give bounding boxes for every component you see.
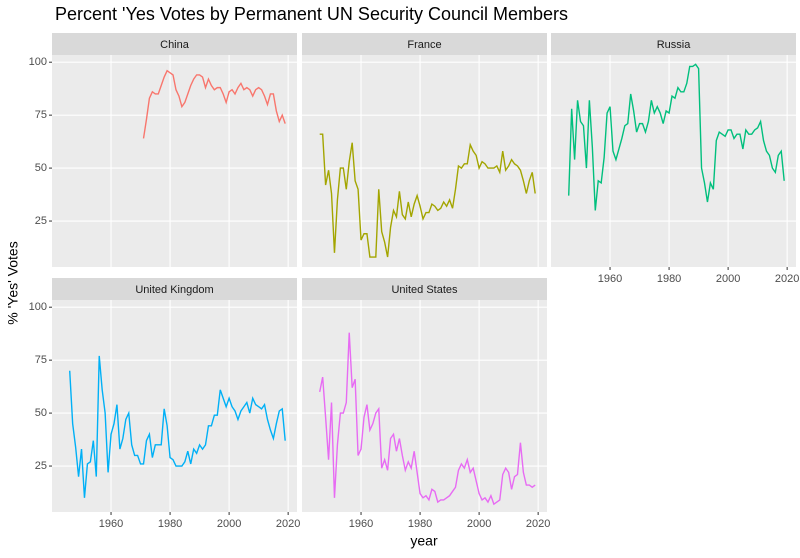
series-line (568, 63, 785, 211)
strip-label: United Kingdom (135, 284, 213, 296)
y-tick-label: 25 (35, 460, 47, 472)
x-tick-label: 1960 (349, 518, 373, 530)
x-tick-label: 1980 (158, 518, 182, 530)
x-tick-label: 1960 (99, 518, 123, 530)
strip (52, 278, 297, 300)
x-tick-label: 1960 (598, 273, 622, 285)
strip (52, 33, 297, 55)
x-tick-label: 1980 (408, 518, 432, 530)
y-axis-label: % 'Yes' Votes (5, 241, 21, 324)
x-axis-label: year (410, 533, 438, 549)
strip (302, 33, 547, 55)
x-tick-label: 2020 (526, 518, 550, 530)
strip (551, 33, 796, 55)
strip-label: Russia (657, 39, 692, 51)
chart-title: Percent 'Yes Votes by Permanent UN Secur… (55, 4, 568, 24)
x-tick-label: 2020 (276, 518, 300, 530)
series-line (319, 332, 536, 506)
y-tick-label: 100 (29, 301, 47, 313)
y-tick-label: 75 (35, 109, 47, 121)
y-tick-label: 50 (35, 407, 47, 419)
x-tick-label: 2020 (775, 273, 799, 285)
x-tick-label: 2000 (217, 518, 241, 530)
series-line (319, 133, 536, 258)
y-tick-label: 100 (29, 56, 47, 68)
y-tick-label: 25 (35, 215, 47, 227)
x-tick-label: 2000 (467, 518, 491, 530)
series-line (69, 355, 286, 498)
series-line (142, 69, 286, 139)
panel (302, 55, 547, 267)
panel (52, 300, 297, 512)
panel (302, 300, 547, 512)
x-tick-label: 1980 (657, 273, 681, 285)
strip-label: France (407, 39, 441, 51)
x-tick-label: 2000 (716, 273, 740, 285)
strip-label: United States (391, 284, 458, 296)
panel (52, 55, 297, 267)
panel (551, 55, 796, 267)
y-tick-label: 50 (35, 162, 47, 174)
strip-label: China (160, 39, 190, 51)
y-tick-label: 75 (35, 354, 47, 366)
strip (302, 278, 547, 300)
